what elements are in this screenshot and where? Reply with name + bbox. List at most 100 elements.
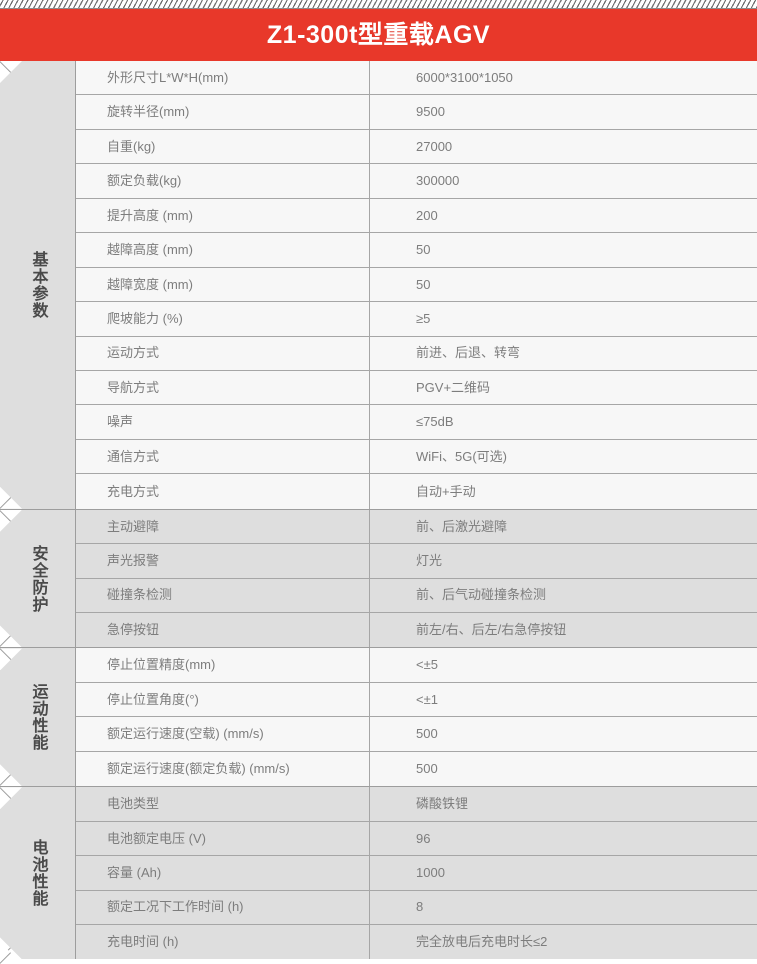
spec-value-cell: 200 — [416, 207, 438, 223]
spec-value-cell: 500 — [416, 761, 438, 777]
spec-value-cell: 27000 — [416, 138, 453, 154]
spec-name-cell: 充电方式 — [76, 474, 370, 509]
spec-value-cell: PGV+二维码 — [416, 379, 491, 395]
title-banner: Z1-300t型重载AGV — [0, 9, 757, 61]
spec-name-cell: 碰撞条检测 — [76, 578, 370, 612]
table-row: 外形尺寸L*W*H(mm) 6000*3100*1050 — [76, 61, 757, 96]
section-label-text: 安全防护 — [29, 544, 47, 613]
spec-value-cell: 灯光 — [416, 553, 443, 569]
table-row: 电池类型 磷酸铁锂 — [76, 787, 757, 822]
spec-section: 安全防护 主动避障 前、后激光避障声光报警 灯光碰撞条检测 前、后气动碰撞条检测急停按钮… — [0, 508, 757, 648]
spec-value-cell: 50 — [416, 276, 431, 292]
section-label-text: 基本参数 — [29, 250, 47, 319]
spec-value-cell: 96 — [416, 830, 431, 846]
spec-name-cell: 自重(kg) — [76, 129, 370, 164]
spec-name-cell: 越障高度 (mm) — [76, 233, 370, 267]
spec-name-cell: 充电时间 (h) — [76, 924, 370, 960]
table-row: 越障高度 (mm) 50 — [76, 233, 757, 268]
spec-name-cell: 外形尺寸L*W*H(mm) — [76, 61, 370, 95]
corner-notch-icon — [0, 764, 22, 787]
table-row: 爬坡能力 (%) ≥5 — [76, 302, 757, 337]
spec-name-cell: 越障宽度 (mm) — [76, 267, 370, 302]
spec-value-cell: 磷酸铁锂 — [416, 796, 469, 812]
table-row: 电池额定电压 (V) 96 — [76, 821, 757, 857]
spec-value-cell: ≤75dB — [416, 414, 454, 430]
spec-value-cell: <±1 — [416, 691, 438, 707]
corner-notch-icon — [0, 648, 22, 671]
table-row: 运动方式 前进、后退、转弯 — [76, 336, 757, 371]
corner-notch-icon — [0, 61, 22, 83]
spec-value-cell: 50 — [416, 242, 431, 258]
table-row: 充电方式 自动+手动 — [76, 474, 757, 509]
spec-value-cell: 9500 — [416, 104, 445, 120]
spec-name-cell: 通信方式 — [76, 439, 370, 474]
section-label-cell: 运动性能 — [0, 648, 76, 787]
corner-notch-icon — [0, 787, 22, 810]
section-rows: 外形尺寸L*W*H(mm) 6000*3100*1050 旋转半径(mm) 9500 自… — [76, 61, 757, 509]
section-label-text: 运动性能 — [29, 683, 47, 752]
spec-value-cell: 8 — [416, 899, 424, 915]
spec-section: 基本参数 外形尺寸L*W*H(mm) 6000*3100*1050 旋转半径(mm) 9… — [0, 61, 757, 509]
section-rows: 主动避障 前、后激光避障声光报警 灯光碰撞条检测 前、后气动碰撞条检测急停按钮 前左/右… — [76, 509, 757, 648]
section-label-cell: 电池性能 — [0, 787, 76, 960]
spec-value-cell: 6000*3100*1050 — [416, 69, 513, 85]
corner-notch-icon — [0, 625, 22, 648]
table-row: 声光报警 灯光 — [76, 544, 757, 579]
spec-name-cell: 停止位置精度(mm) — [76, 648, 370, 682]
spec-name-cell: 噪声 — [76, 405, 370, 439]
spec-name-cell: 导航方式 — [76, 370, 370, 405]
table-row: 停止位置角度(°) <±1 — [76, 682, 757, 718]
spec-section: 电池性能 电池类型 磷酸铁锂电池额定电压 (V) 96 容量 (Ah) 1000 额定工况下… — [0, 786, 757, 960]
spec-name-cell: 容量 (Ah) — [76, 856, 370, 890]
table-row: 通信方式 WiFi、5G(可选) — [76, 439, 757, 475]
table-row: 停止位置精度(mm) <±5 — [76, 648, 757, 683]
table-row: 充电时间 (h) 完全放电后充电时长≤2 — [76, 924, 757, 960]
table-row: 急停按钮 前左/右、后左/右急停按钮 — [76, 613, 757, 648]
spec-name-cell: 急停按钮 — [76, 613, 370, 648]
spec-name-cell: 声光报警 — [76, 544, 370, 578]
spec-section: 运动性能 停止位置精度(mm) <±5 停止位置角度(°) <±1 额定运行速度(空载) … — [0, 647, 757, 787]
table-row: 额定工况下工作时间 (h) 8 — [76, 890, 757, 925]
section-rows: 停止位置精度(mm) <±5 停止位置角度(°) <±1 额定运行速度(空载) (mm/… — [76, 648, 757, 787]
spec-name-cell: 旋转半径(mm) — [76, 95, 370, 129]
spec-value-cell: 前左/右、后左/右急停按钮 — [416, 622, 567, 638]
table-row: 额定运行速度(空载) (mm/s) 500 — [76, 717, 757, 752]
table-row: 自重(kg) 27000 — [76, 129, 757, 165]
table-row: 额定运行速度(额定负载) (mm/s) 500 — [76, 751, 757, 787]
section-label-cell: 基本参数 — [0, 61, 76, 509]
spec-value-cell: 1000 — [416, 864, 445, 880]
table-row: 导航方式 PGV+二维码 — [76, 370, 757, 406]
table-row: 旋转半径(mm) 9500 — [76, 95, 757, 130]
spec-value-cell: 前、后气动碰撞条检测 — [416, 587, 547, 603]
spec-name-cell: 电池类型 — [76, 787, 370, 821]
spec-value-cell: 300000 — [416, 173, 460, 189]
spec-name-cell: 停止位置角度(°) — [76, 682, 370, 717]
table-row: 主动避障 前、后激光避障 — [76, 509, 757, 545]
spec-value-cell: <±5 — [416, 657, 438, 673]
spec-value-cell: ≥5 — [416, 310, 431, 326]
table-row: 额定负载(kg) 300000 — [76, 164, 757, 199]
table-row: 越障宽度 (mm) 50 — [76, 267, 757, 303]
page-title: Z1-300t型重载AGV — [266, 20, 491, 49]
spec-value-cell: 自动+手动 — [416, 483, 476, 499]
table-row: 碰撞条检测 前、后气动碰撞条检测 — [76, 578, 757, 613]
corner-notch-icon — [0, 509, 22, 532]
table-row: 噪声 ≤75dB — [76, 405, 757, 440]
corner-notch-icon — [0, 486, 22, 509]
section-label-text: 电池性能 — [29, 839, 47, 908]
table-row: 容量 (Ah) 1000 — [76, 856, 757, 891]
spec-value-cell: 前、后激光避障 — [416, 518, 508, 534]
table-row: 提升高度 (mm) 200 — [76, 198, 757, 234]
spec-name-cell: 提升高度 (mm) — [76, 198, 370, 233]
section-label-cell: 安全防护 — [0, 509, 76, 648]
spec-name-cell: 额定工况下工作时间 (h) — [76, 890, 370, 924]
spec-value-cell: 500 — [416, 726, 438, 742]
spec-name-cell: 主动避障 — [76, 509, 370, 544]
spec-name-cell: 额定运行速度(额定负载) (mm/s) — [76, 751, 370, 787]
spec-value-cell: 完全放电后充电时长≤2 — [416, 934, 548, 950]
spec-name-cell: 爬坡能力 (%) — [76, 302, 370, 336]
spec-name-cell: 额定负载(kg) — [76, 164, 370, 198]
spec-value-cell: WiFi、5G(可选) — [416, 448, 507, 464]
top-hatched-divider — [0, 0, 757, 9]
